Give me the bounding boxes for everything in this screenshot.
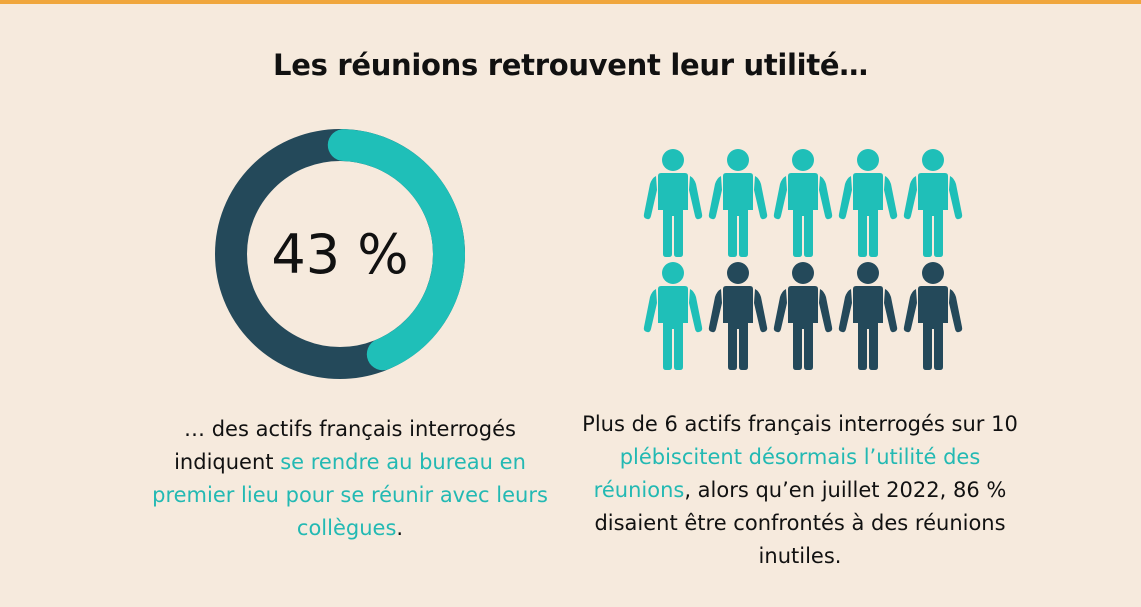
person-icon — [771, 148, 835, 260]
person-icon — [901, 261, 965, 373]
left-caption: … des actifs français interrogés indique… — [140, 413, 560, 545]
person-icon — [641, 148, 705, 260]
person-icon — [771, 261, 835, 373]
person-icon — [641, 261, 705, 373]
left-caption-highlight: se rendre au bureau en premier lieu pour… — [152, 450, 548, 540]
person-icon — [901, 148, 965, 260]
people-pictogram — [641, 148, 971, 376]
person-icon — [836, 148, 900, 260]
right-caption: Plus de 6 actifs français interrogés sur… — [570, 408, 1030, 573]
donut-chart: 43 % — [215, 129, 465, 379]
left-caption-end: . — [396, 516, 404, 540]
person-icon — [706, 261, 770, 373]
donut-value-label: 43 % — [271, 222, 409, 286]
right-caption-text: Plus de 6 actifs français interrogés sur… — [582, 412, 1018, 436]
page-title: Les réunions retrouvent leur utilité… — [273, 48, 868, 82]
donut-value-arc — [215, 129, 465, 379]
right-caption-end: , alors qu’en juillet 2022, 86 % disaien… — [594, 478, 1007, 568]
right-caption-highlight: plébiscitent désormais l’utilité des réu… — [593, 445, 981, 502]
top-accent-bar — [0, 0, 1141, 4]
person-icon — [706, 148, 770, 260]
donut-svg — [215, 129, 465, 379]
person-icon — [836, 261, 900, 373]
left-caption-text: … des actifs français interrogés indique… — [174, 417, 516, 474]
